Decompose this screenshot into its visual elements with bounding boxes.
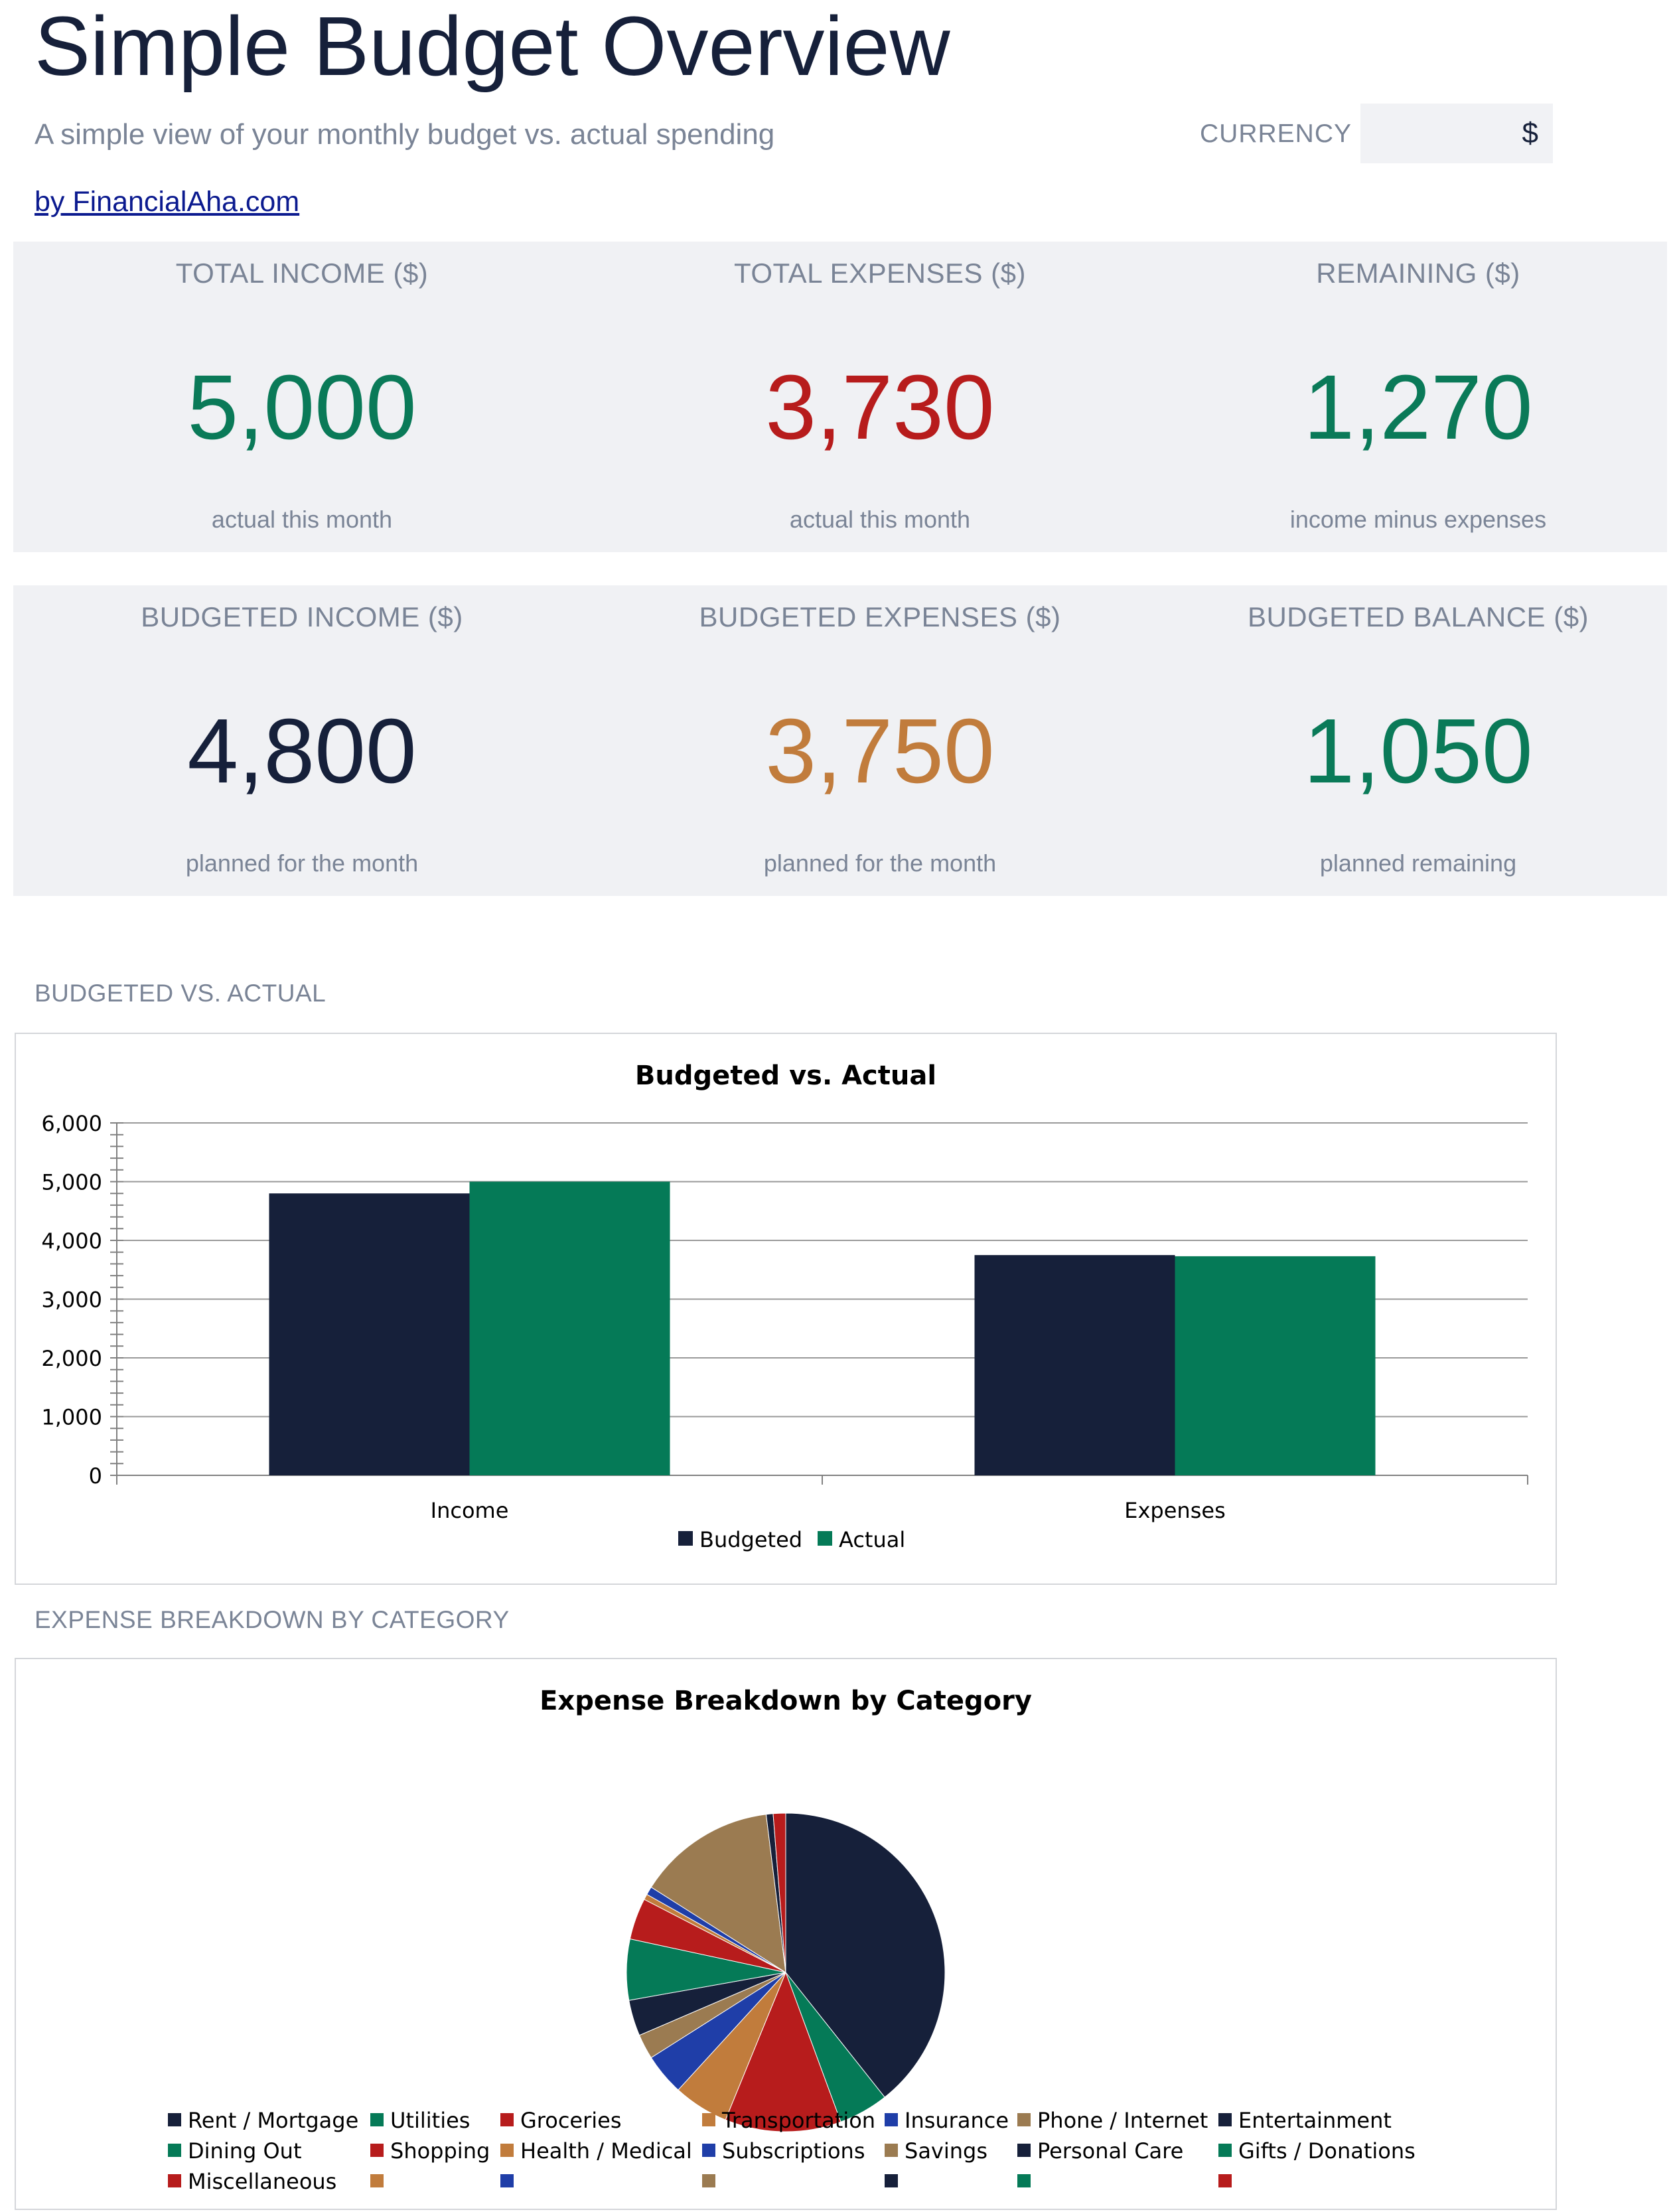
actual-summary-panel: TOTAL INCOME ($) 5,000 actual this month…: [13, 242, 1667, 552]
card-note: actual this month: [789, 506, 971, 533]
pie-slice: [772, 1812, 786, 1973]
card-label: REMAINING ($): [1316, 258, 1520, 289]
card-note: planned for the month: [185, 849, 419, 877]
bar-chart-title: Budgeted vs. Actual: [635, 1061, 936, 1091]
pie-chart-frame: Expense Breakdown by Category Rent / Mor…: [15, 1658, 1557, 2210]
legend-label: Dining Out: [188, 2138, 301, 2164]
legend-swatch: [370, 2113, 384, 2126]
card-value: 5,000: [187, 356, 417, 459]
legend-swatch: [885, 2113, 898, 2126]
legend-swatch: [168, 2144, 181, 2157]
bar-actual-expenses: [1175, 1256, 1376, 1475]
y-tick-label: 0: [89, 1463, 102, 1489]
y-tick-label: 4,000: [41, 1228, 102, 1254]
card-value: 3,730: [765, 356, 995, 459]
legend-label: Entertainment: [1238, 2108, 1392, 2133]
legend-label: Utilities: [390, 2108, 470, 2133]
card-label: TOTAL INCOME ($): [175, 258, 429, 289]
legend-swatch: [885, 2174, 898, 2187]
page-subtitle: A simple view of your monthly budget vs.…: [35, 118, 775, 151]
x-category-label: Income: [431, 1498, 509, 1523]
legend-label: Gifts / Donations: [1238, 2138, 1416, 2164]
pie-slice: [650, 1814, 786, 1973]
card-label: BUDGETED INCOME ($): [141, 601, 463, 632]
legend-label: Insurance: [905, 2108, 1009, 2133]
pie-chart: Expense Breakdown by Category Rent / Mor…: [168, 1686, 1416, 2194]
total-expenses-card: TOTAL EXPENSES ($) 3,730 actual this mon…: [591, 242, 1169, 552]
card-value: 4,800: [187, 700, 417, 802]
card-value: 1,050: [1303, 700, 1533, 802]
card-note: planned for the month: [763, 849, 997, 877]
legend-label: Miscellaneous: [188, 2169, 336, 2194]
page-title: Simple Budget Overview: [35, 0, 950, 93]
x-category-label: Expenses: [1124, 1498, 1225, 1523]
pie-section-title: EXPENSE BREAKDOWN BY CATEGORY: [35, 1606, 510, 1633]
legend-label: Budgeted: [699, 1527, 802, 1552]
legend-swatch: [702, 2174, 715, 2187]
author-link[interactable]: by FinancialAha.com: [35, 186, 300, 218]
legend-swatch: [500, 2144, 514, 2157]
legend-swatch: [1017, 2144, 1031, 2157]
card-note: income minus expenses: [1289, 506, 1547, 533]
legend-label: Actual: [839, 1527, 905, 1552]
budgeted-income-card: BUDGETED INCOME ($) 4,800 planned for th…: [13, 585, 591, 896]
bar-chart-frame: Budgeted vs. Actual 0 1,000 2,000 3,000 4,00…: [15, 1033, 1557, 1585]
bar-budgeted-expenses: [974, 1255, 1175, 1475]
legend-swatch: [500, 2174, 514, 2187]
total-income-card: TOTAL INCOME ($) 5,000 actual this month: [13, 242, 591, 552]
legend-swatch: [818, 1531, 832, 1546]
bar-section-title: BUDGETED VS. ACTUAL: [35, 980, 327, 1007]
card-note: planned remaining: [1319, 849, 1517, 877]
legend-label: Savings: [905, 2138, 987, 2164]
bar-actual-income: [469, 1181, 670, 1475]
legend-swatch: [702, 2113, 715, 2126]
card-value: 1,270: [1303, 356, 1533, 459]
legend-swatch: [370, 2144, 384, 2157]
legend-label: Subscriptions: [722, 2138, 865, 2164]
legend-label: Personal Care: [1037, 2138, 1183, 2164]
card-label: TOTAL EXPENSES ($): [733, 258, 1026, 289]
legend-swatch: [1218, 2174, 1232, 2187]
legend-swatch: [1017, 2174, 1031, 2187]
legend-label: Shopping: [390, 2138, 490, 2164]
pie-slice: [785, 1812, 946, 2098]
card-note: actual this month: [211, 506, 393, 533]
legend-swatch: [1218, 2144, 1232, 2157]
card-label: BUDGETED BALANCE ($): [1247, 601, 1589, 632]
y-tick-label: 1,000: [41, 1405, 102, 1430]
remaining-card: REMAINING ($) 1,270 income minus expense…: [1169, 242, 1667, 552]
legend-swatch: [370, 2174, 384, 2187]
card-value: 3,750: [765, 700, 995, 802]
legend-swatch: [702, 2144, 715, 2157]
legend-label: Health / Medical: [520, 2138, 692, 2164]
legend-swatch: [168, 2113, 181, 2126]
y-tick-label: 3,000: [41, 1288, 102, 1313]
currency-input[interactable]: $: [1360, 104, 1553, 163]
bar-budgeted-income: [269, 1193, 470, 1475]
legend-swatch: [168, 2174, 181, 2187]
budgeted-expenses-card: BUDGETED EXPENSES ($) 3,750 planned for …: [591, 585, 1169, 896]
legend-label: Groceries: [520, 2108, 622, 2133]
y-tick-label: 2,000: [41, 1346, 102, 1371]
legend-swatch: [678, 1531, 693, 1546]
budgeted-balance-card: BUDGETED BALANCE ($) 1,050 planned remai…: [1169, 585, 1667, 896]
legend-swatch: [885, 2144, 898, 2157]
legend-swatch: [1218, 2113, 1232, 2126]
currency-label: CURRENCY: [1200, 119, 1352, 148]
legend-swatch: [500, 2113, 514, 2126]
legend-label: Phone / Internet: [1037, 2108, 1208, 2133]
y-tick-label: 5,000: [41, 1170, 102, 1195]
legend-label: Rent / Mortgage: [188, 2108, 358, 2133]
budget-summary-panel: BUDGETED INCOME ($) 4,800 planned for th…: [13, 585, 1667, 896]
pie-slice: [725, 1971, 841, 2132]
pie-chart-title: Expense Breakdown by Category: [540, 1686, 1032, 1716]
y-tick-label: 6,000: [41, 1111, 102, 1136]
card-label: BUDGETED EXPENSES ($): [699, 601, 1061, 632]
bar-chart: Budgeted vs. Actual 0 1,000 2,000 3,000 4,00…: [41, 1061, 1528, 1552]
legend-label: Transportation: [721, 2108, 875, 2133]
legend-swatch: [1017, 2113, 1031, 2126]
